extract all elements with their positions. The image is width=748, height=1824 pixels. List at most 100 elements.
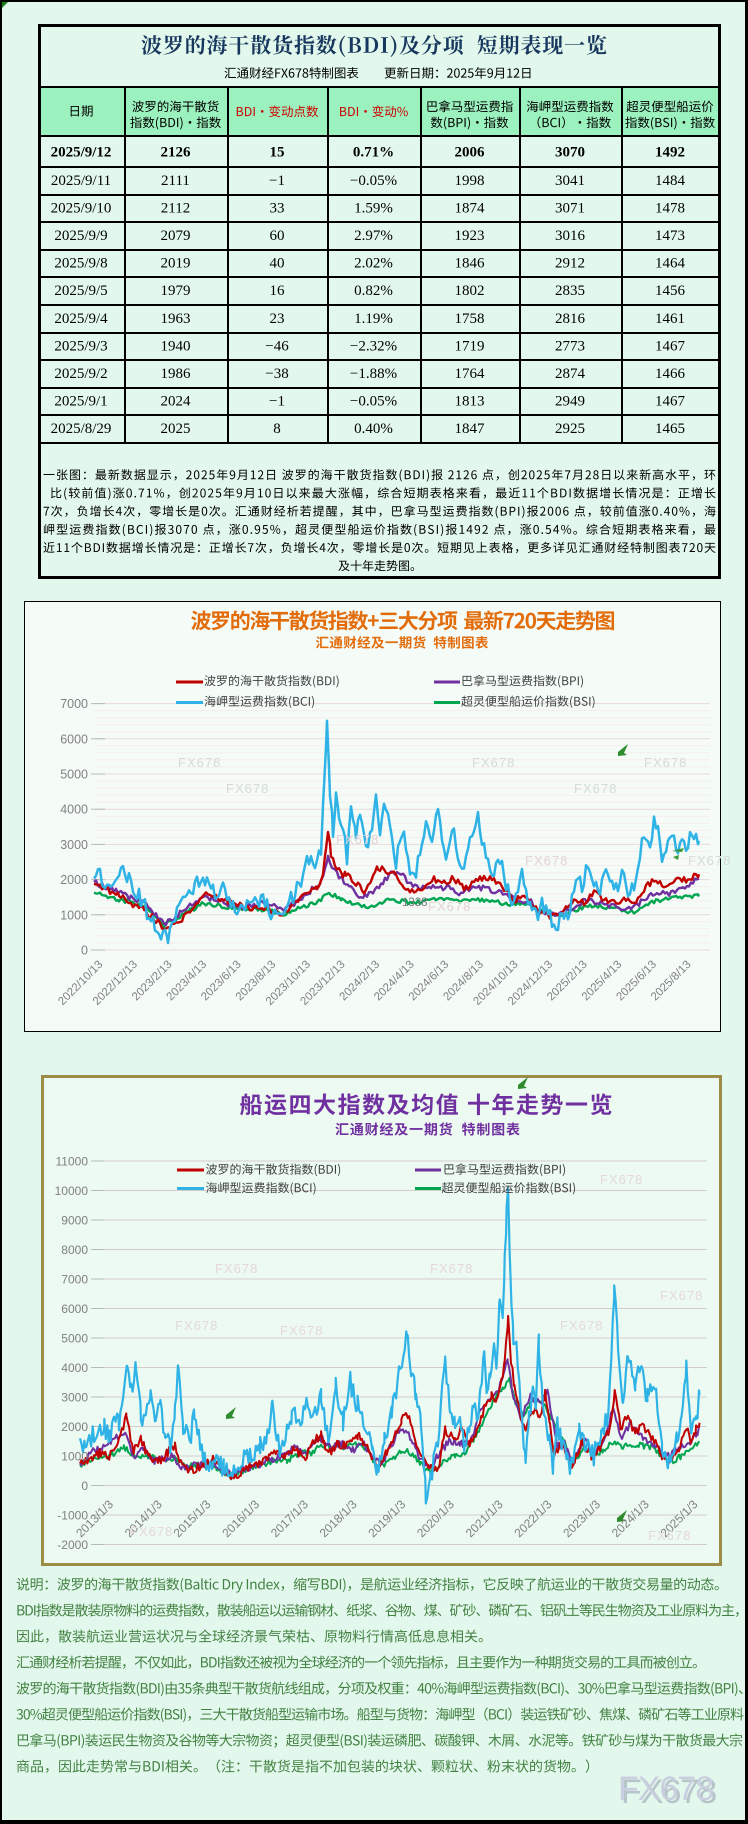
svg-text:−46: −46 [265, 339, 289, 355]
svg-text:2874: 2874 [555, 366, 586, 382]
svg-text:2079: 2079 [161, 228, 191, 244]
svg-text:2024/1/3: 2024/1/3 [609, 1497, 652, 1540]
svg-text:0.82%: 0.82% [354, 283, 393, 299]
svg-text:6000: 6000 [60, 732, 88, 746]
svg-text:2000: 2000 [61, 1420, 88, 1434]
svg-text:2112: 2112 [161, 201, 190, 217]
svg-text:1338: 1338 [402, 897, 428, 909]
svg-text:1478: 1478 [655, 201, 685, 217]
svg-text:2025/9/10: 2025/9/10 [51, 201, 112, 217]
svg-text:FX678: FX678 [428, 899, 471, 914]
svg-text:1000: 1000 [60, 908, 88, 922]
svg-text:8: 8 [273, 421, 281, 437]
svg-text:FX678: FX678 [178, 755, 221, 770]
svg-text:16: 16 [270, 283, 286, 299]
svg-text:1719: 1719 [455, 339, 485, 355]
svg-text:−1: −1 [269, 173, 285, 189]
svg-text:FX678: FX678 [574, 781, 617, 796]
svg-text:−1.88%: −1.88% [350, 366, 397, 382]
svg-text:9000: 9000 [61, 1214, 88, 1228]
svg-text:1846: 1846 [455, 256, 486, 272]
svg-text:2025/9/5: 2025/9/5 [54, 283, 107, 299]
svg-text:FX678: FX678 [215, 1261, 258, 1276]
svg-text:2016/1/3: 2016/1/3 [219, 1497, 262, 1540]
svg-text:−0.05%: −0.05% [350, 394, 397, 410]
svg-text:40: 40 [270, 256, 285, 272]
svg-text:1802: 1802 [455, 283, 485, 299]
svg-text:3070: 3070 [555, 145, 585, 161]
svg-text:FX678: FX678 [600, 1172, 643, 1187]
svg-text:FX678: FX678 [175, 1318, 218, 1333]
svg-text:FX678: FX678 [226, 781, 269, 796]
svg-text:−2.32%: −2.32% [350, 339, 397, 355]
svg-text:5000: 5000 [61, 1332, 88, 1346]
svg-text:3000: 3000 [61, 1391, 88, 1405]
svg-text:−38: −38 [265, 366, 288, 382]
svg-text:3071: 3071 [555, 201, 585, 217]
svg-text:2025/9/3: 2025/9/3 [54, 339, 107, 355]
svg-text:1466: 1466 [655, 366, 686, 382]
svg-text:2111: 2111 [161, 173, 190, 189]
svg-text:2025/9/11: 2025/9/11 [51, 173, 111, 189]
svg-text:-2000: -2000 [57, 1538, 88, 1552]
svg-text:8000: 8000 [61, 1243, 88, 1257]
svg-text:1764: 1764 [455, 366, 486, 382]
svg-text:2925: 2925 [555, 421, 585, 437]
svg-text:1979: 1979 [161, 283, 191, 299]
svg-text:1963: 1963 [161, 311, 191, 327]
svg-text:2017/1/3: 2017/1/3 [268, 1497, 311, 1540]
svg-text:2912: 2912 [555, 256, 585, 272]
svg-text:FX678: FX678 [618, 1770, 713, 1808]
svg-text:1998: 1998 [455, 173, 485, 189]
svg-text:1874: 1874 [455, 201, 486, 217]
svg-text:11000: 11000 [56, 1155, 89, 1169]
svg-text:2126: 2126 [161, 145, 192, 161]
svg-text:2025/9/4: 2025/9/4 [54, 311, 108, 327]
svg-text:2006: 2006 [455, 145, 486, 161]
svg-text:1492: 1492 [655, 145, 685, 161]
svg-text:2015/1/3: 2015/1/3 [171, 1497, 214, 1540]
svg-text:1464: 1464 [655, 256, 686, 272]
svg-text:7000: 7000 [61, 1273, 88, 1287]
svg-text:FX678: FX678 [648, 1528, 691, 1543]
svg-text:FX678: FX678 [688, 853, 731, 868]
svg-text:2025/9/9: 2025/9/9 [54, 228, 107, 244]
svg-text:2025/9/2: 2025/9/2 [54, 366, 107, 382]
svg-text:2025/9/1: 2025/9/1 [54, 394, 107, 410]
svg-text:10000: 10000 [55, 1184, 89, 1198]
svg-text:2025: 2025 [161, 421, 191, 437]
svg-text:FX678: FX678 [525, 853, 568, 868]
svg-text:4000: 4000 [60, 803, 88, 817]
svg-text:FX678: FX678 [472, 755, 515, 770]
svg-text:2816: 2816 [555, 311, 586, 327]
svg-text:2.97%: 2.97% [354, 228, 393, 244]
svg-text:3000: 3000 [60, 838, 88, 852]
svg-text:2020/1/3: 2020/1/3 [414, 1497, 457, 1540]
svg-text:15: 15 [270, 145, 285, 161]
svg-text:FX678: FX678 [336, 832, 379, 847]
svg-text:2773: 2773 [555, 339, 585, 355]
svg-text:2021/1/3: 2021/1/3 [463, 1497, 506, 1540]
svg-text:0.40%: 0.40% [354, 421, 393, 437]
svg-text:−1: −1 [269, 394, 285, 410]
svg-text:−0.05%: −0.05% [350, 173, 397, 189]
svg-text:2019: 2019 [161, 256, 191, 272]
svg-text:FX678: FX678 [430, 1261, 473, 1276]
svg-text:1.19%: 1.19% [354, 311, 393, 327]
svg-text:3041: 3041 [555, 173, 585, 189]
svg-text:FX678: FX678 [644, 755, 687, 770]
svg-text:FX678: FX678 [280, 1323, 323, 1338]
svg-text:6000: 6000 [61, 1302, 88, 1316]
svg-text:1467: 1467 [655, 394, 686, 410]
svg-text:FX678: FX678 [130, 1524, 173, 1539]
svg-text:1465: 1465 [655, 421, 685, 437]
svg-text:FX678: FX678 [560, 1318, 603, 1333]
svg-text:FX678: FX678 [660, 1288, 703, 1303]
svg-text:1813: 1813 [455, 394, 485, 410]
svg-text:1484: 1484 [655, 173, 686, 189]
svg-text:1467: 1467 [655, 339, 686, 355]
svg-text:1847: 1847 [455, 421, 486, 437]
svg-text:5000: 5000 [60, 768, 88, 782]
svg-text:0.71%: 0.71% [353, 145, 394, 161]
svg-text:2018/1/3: 2018/1/3 [317, 1497, 360, 1540]
